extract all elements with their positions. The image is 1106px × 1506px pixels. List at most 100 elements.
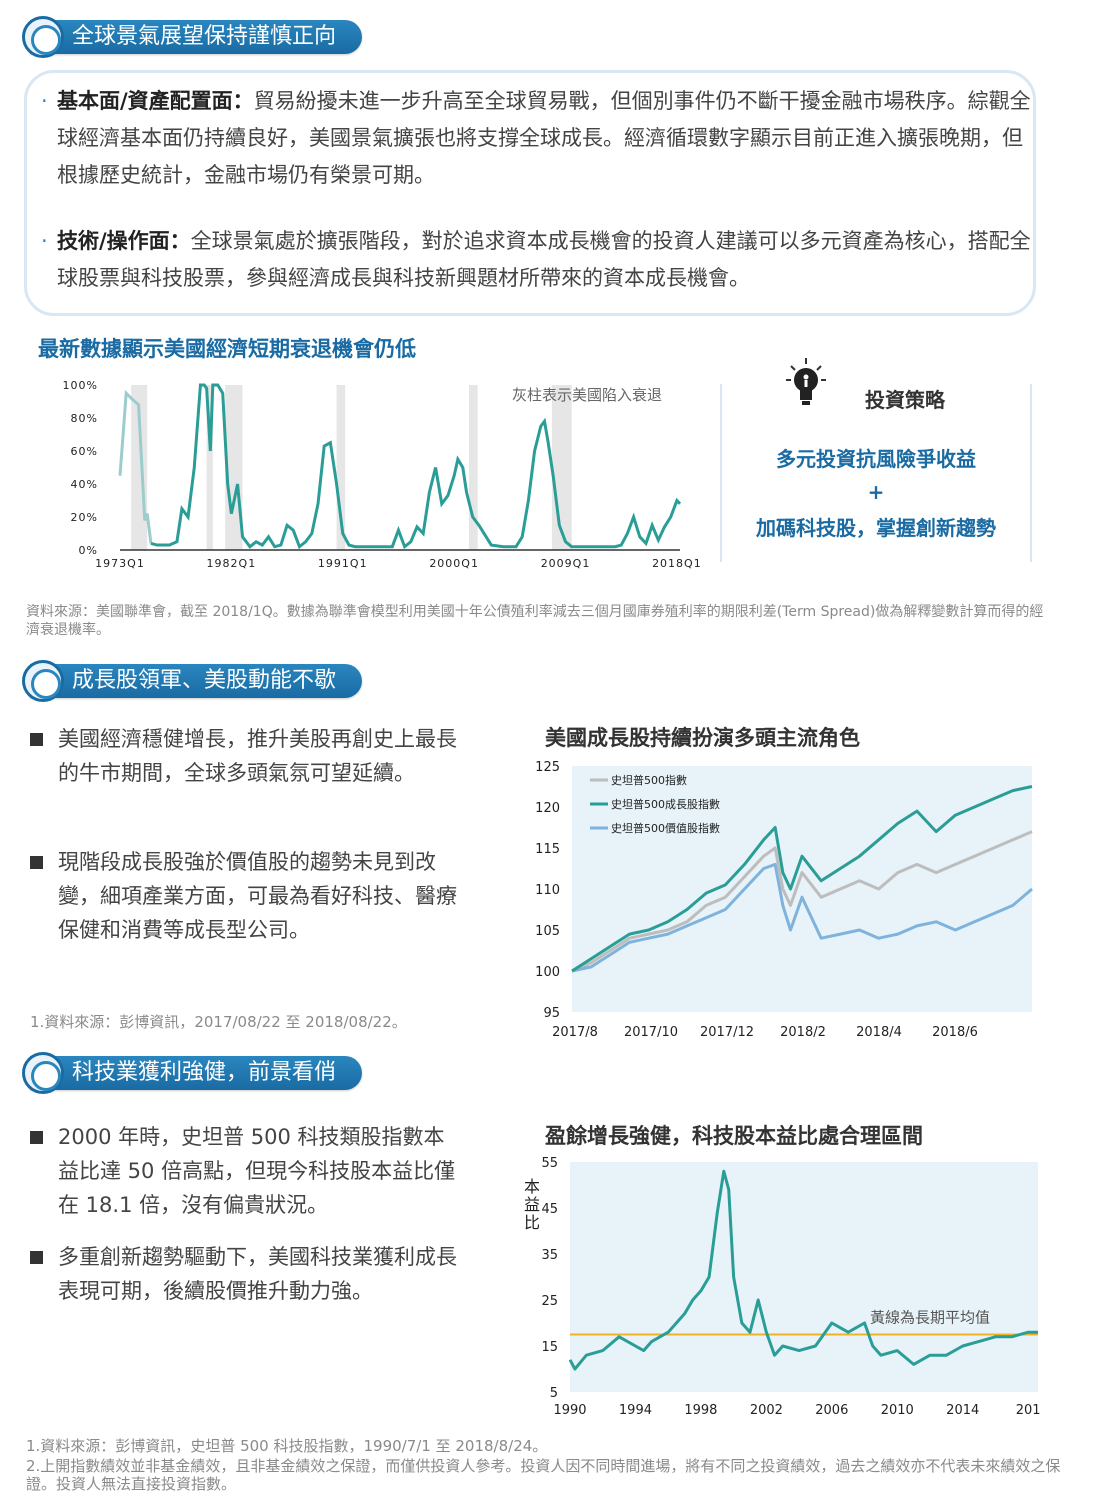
section-banner-1: 全球景氣展望保持謹慎正向 <box>0 12 440 62</box>
x-tick-label: 2006 <box>815 1403 848 1418</box>
x-tick-label: 2014 <box>946 1403 979 1418</box>
strategy-title: 投資策略 <box>865 388 945 412</box>
strategy-line-1: 多元投資抗風險爭收益 <box>776 447 976 471</box>
divider <box>1030 384 1032 562</box>
recession-bar <box>551 385 572 550</box>
y-tick-label: 95 <box>543 1006 560 1021</box>
x-tick-label: 2018/6 <box>932 1025 978 1040</box>
y-tick-label: 100 <box>535 965 560 980</box>
y-tick-label: 20% <box>71 511 98 524</box>
x-tick-label: 2017/8 <box>552 1025 598 1040</box>
y-tick-label: 40% <box>71 478 98 491</box>
ring-icon <box>22 16 64 58</box>
section-banner-3: 科技業獲利強健，前景看俏 <box>0 1048 440 1098</box>
y-tick-label: 80% <box>71 412 98 425</box>
source-note-2: 1.資料來源：彭博資訊，2017/08/22 至 2018/08/22。 <box>30 1013 407 1031</box>
x-tick-label: 201 <box>1016 1403 1041 1418</box>
y-tick-label: 5 <box>550 1386 558 1401</box>
series-line <box>571 862 1033 973</box>
tech-pe-chart: 5 15 25 35 45 55 1990 1994 1998 2002 2006 2010 2014 2… <box>524 1156 1041 1418</box>
square-bullet-icon <box>30 733 43 746</box>
section-title: 全球景氣展望保持謹慎正向 <box>30 20 363 54</box>
recession-bar <box>468 385 478 550</box>
bullet-dot-icon: · <box>41 229 48 253</box>
x-tick-label: 1998 <box>684 1403 717 1418</box>
source-note-1: 資料來源：美國聯準會，截至 2018/1Q。數據為聯準會模型利用美國十年公債殖利… <box>26 604 1044 638</box>
chart-title-pe: 盈餘增長強健，科技股本益比處合理區間 <box>545 1124 923 1148</box>
source-note-3-1: 1.資料來源：彭博資訊，史坦普 500 科技股指數，1990/7/1 至 201… <box>26 1437 548 1455</box>
ring-icon <box>22 660 64 702</box>
square-bullet-icon <box>30 856 43 869</box>
y-tick-label: 100% <box>63 379 98 392</box>
intro-text: 全球景氣處於擴張階段，對於追求資本成長機會的投資人建議可以多元資產為核心，搭配全… <box>57 229 1031 290</box>
y-axis-label-char: 比 <box>524 1213 540 1232</box>
series-line <box>571 785 1033 973</box>
y-tick-label: 125 <box>535 760 560 775</box>
bullet-item: 2000 年時，史坦普 500 科技類股指數本益比達 50 倍高點，但現今科技股… <box>30 1120 458 1222</box>
growth-stock-chart: 95 100 105 110 115 120 125 2017/8 2017/10 2017/12… <box>535 760 1033 1040</box>
chart-title-growth: 美國成長股持續扮演多頭主流角色 <box>545 726 860 750</box>
x-tick-label: 2018/4 <box>856 1025 902 1040</box>
x-tick-label: 1991Q1 <box>318 557 368 570</box>
section-banner-2: 成長股領軍、美股動能不歇 <box>0 656 440 706</box>
legend-label: 史坦普500指數 <box>611 773 687 787</box>
bullet-item: 美國經濟穩健增長，推升美股再創史上最長的牛市期間，全球多頭氣氛可望延續。 <box>30 722 458 790</box>
bullet-text: 現階段成長股強於價值股的趨勢未見到改變，細項產業方面，可最為看好科技、醫療保健和… <box>58 850 457 942</box>
y-axis-label-char: 益 <box>524 1195 540 1214</box>
series-line <box>568 1169 1038 1371</box>
x-tick-label: 1982Q1 <box>207 557 257 570</box>
y-tick-label: 115 <box>535 842 560 857</box>
recession-probability-chart: 0% 20% 40% 60% 80% 100% 1973Q1 1982Q1 1991Q1 2000… <box>63 379 702 570</box>
x-tick-label: 2009Q1 <box>541 557 591 570</box>
ring-icon <box>22 1052 64 1094</box>
y-axis-label: 本益比 <box>524 1177 540 1232</box>
divider <box>720 384 722 562</box>
x-tick-label: 1990 <box>553 1403 586 1418</box>
strategy-plus: + <box>867 480 885 504</box>
x-tick-label: 1973Q1 <box>95 557 145 570</box>
intro-label: 基本面/資產配置面： <box>57 89 254 113</box>
y-tick-label: 0% <box>79 544 98 557</box>
x-tick-label: 2018/2 <box>780 1025 826 1040</box>
lightbulb-icon <box>786 358 826 405</box>
y-tick-label: 120 <box>535 801 560 816</box>
recession-bar <box>336 385 346 550</box>
chart-annotation: 灰柱表示美國陷入衰退 <box>512 386 662 404</box>
x-tick-label: 2010 <box>881 1403 914 1418</box>
series-line <box>571 830 1033 973</box>
chart-title-recession: 最新數據顯示美國經濟短期衰退機會仍低 <box>38 337 416 361</box>
series-line-early <box>118 389 153 544</box>
y-tick-label: 55 <box>541 1156 558 1171</box>
intro-paragraph-2: · 技術/操作面：全球景氣處於擴張階段，對於追求資本成長機會的投資人建議可以多元… <box>41 223 1032 297</box>
bullet-text: 美國經濟穩健增長，推升美股再創史上最長的牛市期間，全球多頭氣氛可望延續。 <box>58 727 457 785</box>
chart-annotation: 黃線為長期平均值 <box>870 1309 990 1327</box>
series-line <box>150 383 682 550</box>
bullet-item: 多重創新趨勢驅動下，美國科技業獲利成長表現可期，後續股價推升動力強。 <box>30 1240 458 1308</box>
y-tick-label: 25 <box>541 1294 558 1309</box>
x-tick-label: 2002 <box>750 1403 783 1418</box>
intro-box: · 基本面/資產配置面：貿易紛擾未進一步升高至全球貿易戰，但個別事件仍不斷干擾金… <box>24 70 1036 316</box>
source-note-3-2: 2.上開指數績效並非基金績效，且非基金績效之保證，而僅供投資人參考。投資人因不同… <box>26 1457 1061 1493</box>
x-tick-label: 2000Q1 <box>429 557 479 570</box>
legend-label: 史坦普500成長股指數 <box>611 797 720 811</box>
x-tick-label: 2017/10 <box>624 1025 678 1040</box>
y-tick-label: 105 <box>535 924 560 939</box>
bullet-item: 現階段成長股強於價值股的趨勢未見到改變，細項產業方面，可最為看好科技、醫療保健和… <box>30 845 458 947</box>
x-tick-label: 2017/12 <box>700 1025 754 1040</box>
section-title: 科技業獲利強健，前景看俏 <box>30 1056 363 1090</box>
y-tick-label: 15 <box>541 1340 558 1355</box>
x-tick-label: 2018Q1 <box>652 557 702 570</box>
intro-text: 貿易紛擾未進一步升高至全球貿易戰，但個別事件仍不斷干擾金融市場秩序。綜觀全球經濟… <box>57 89 1031 187</box>
recession-bar <box>206 385 213 550</box>
plot-area <box>570 1162 1038 1392</box>
y-tick-label: 110 <box>535 883 560 898</box>
bullet-text: 多重創新趨勢驅動下，美國科技業獲利成長表現可期，後續股價推升動力強。 <box>58 1245 457 1303</box>
intro-label: 技術/操作面： <box>57 229 191 253</box>
bullet-text: 2000 年時，史坦普 500 科技類股指數本益比達 50 倍高點，但現今科技股… <box>58 1125 456 1217</box>
x-tick-label: 1994 <box>619 1403 652 1418</box>
plot-area <box>572 766 1032 1012</box>
strategy-line-2: 加碼科技股，掌握創新趨勢 <box>756 516 996 540</box>
y-tick-label: 45 <box>541 1202 558 1217</box>
square-bullet-icon <box>30 1251 43 1264</box>
legend-label: 史坦普500價值股指數 <box>611 821 720 835</box>
